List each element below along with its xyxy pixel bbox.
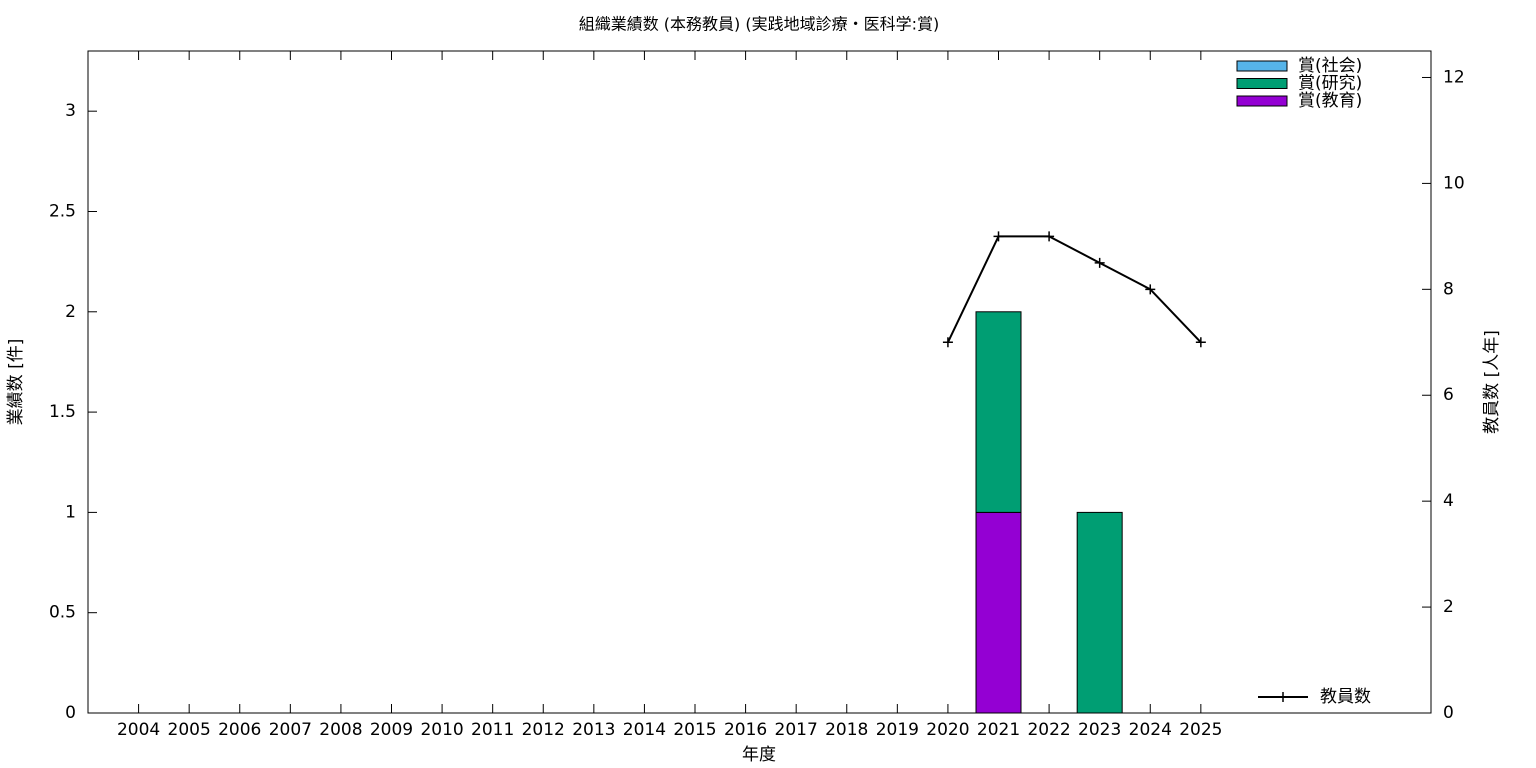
bar	[1076, 511, 1123, 714]
x-tick-label: 2021	[977, 720, 1020, 740]
x-tick-label: 2004	[117, 720, 160, 740]
y2-tick-label: 8	[1443, 279, 1454, 299]
point	[942, 337, 953, 348]
x-axis-label: 年度	[742, 745, 776, 765]
x-tick-label: 2016	[724, 720, 767, 740]
y-tick-label: 0.5	[49, 603, 76, 623]
point	[1145, 284, 1156, 295]
x-tick-label: 2025	[1179, 720, 1222, 740]
x-tick-label: 2022	[1027, 720, 1070, 740]
y-tick-label: 1	[65, 502, 76, 522]
y-tick-label: 2.5	[49, 201, 76, 221]
legend-label: 賞(研究)	[1298, 74, 1362, 94]
x-tick-label: 2009	[370, 720, 413, 740]
x-tick-label: 2013	[572, 720, 615, 740]
x-tick-label: 2018	[825, 720, 868, 740]
x-tick-label: 2012	[522, 720, 565, 740]
y2-tick-label: 4	[1443, 491, 1454, 511]
x-tick-label: 2011	[471, 720, 514, 740]
point	[993, 231, 1004, 242]
legend-swatch	[1236, 95, 1288, 107]
x-tick-label: 2008	[319, 720, 362, 740]
x-tick-label: 2015	[673, 720, 716, 740]
plot-frame	[87, 50, 1432, 714]
x-tick-label: 2014	[623, 720, 666, 740]
y2-tick-label: 0	[1443, 703, 1454, 723]
x-tick-label: 2017	[775, 720, 818, 740]
x-tick-label: 2019	[876, 720, 919, 740]
legend-swatch	[1236, 60, 1288, 72]
bar	[975, 511, 1022, 714]
y2-axis-label: 教員数 [人年]	[1482, 330, 1502, 434]
x-tick-label: 2024	[1129, 720, 1172, 740]
y-tick-label: 3	[65, 101, 76, 121]
legend-swatch	[1236, 78, 1288, 89]
x-tick-label: 2010	[420, 720, 463, 740]
x-tick-label: 2006	[218, 720, 261, 740]
y-axis-label: 業績数 [件]	[6, 339, 26, 426]
y2-tick-label: 2	[1443, 597, 1454, 617]
y-tick-label: 1.5	[49, 402, 76, 422]
y-tick-label: 0	[65, 703, 76, 723]
x-tick-label: 2020	[926, 720, 969, 740]
y2-tick-label: 10	[1443, 173, 1465, 193]
y2-tick-label: 6	[1443, 385, 1454, 405]
legend-label: 教員数	[1320, 687, 1371, 707]
x-tick-label: 2007	[269, 720, 312, 740]
point	[1094, 257, 1105, 268]
legend-label: 賞(社会)	[1298, 56, 1362, 76]
y2-tick-label: 12	[1443, 67, 1465, 87]
y-tick-label: 2	[65, 302, 76, 322]
point	[1044, 231, 1055, 242]
legend-label: 賞(教育)	[1298, 91, 1362, 111]
x-tick-label: 2023	[1078, 720, 1121, 740]
point	[1195, 337, 1206, 348]
bar	[975, 311, 1022, 513]
x-tick-label: 2005	[168, 720, 211, 740]
line	[947, 235, 1202, 343]
chart-title: 組織業績数 (本務教員) (実践地域診療・医科学:賞)	[579, 15, 940, 34]
